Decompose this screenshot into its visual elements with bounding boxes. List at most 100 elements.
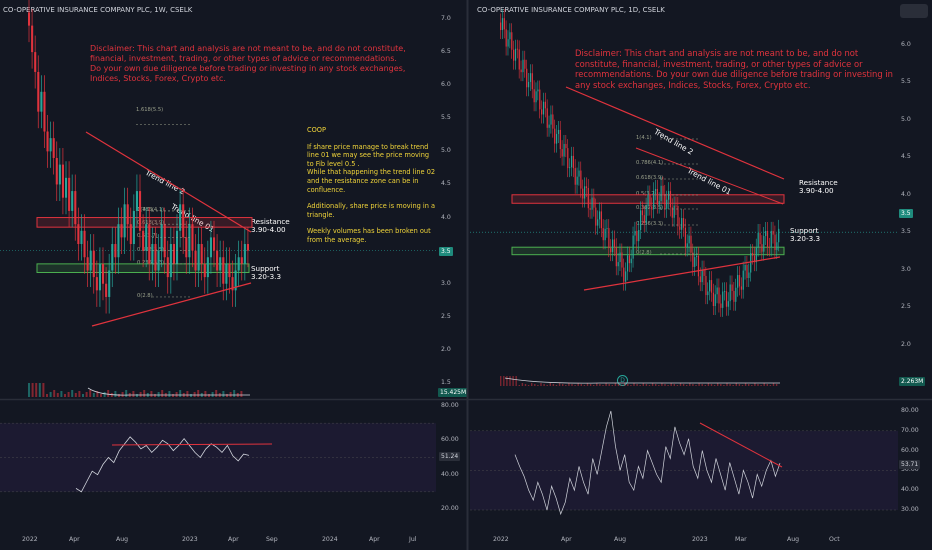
left-resistance-title: Resistance — [251, 217, 290, 226]
left-candle — [108, 270, 111, 297]
left-candle — [166, 257, 169, 278]
left-candle — [243, 244, 246, 264]
left-rsi-line — [75, 436, 250, 493]
left-price-tick: 2.5 — [441, 312, 451, 320]
right-volume-bar — [704, 385, 706, 386]
right-volume-bar — [655, 384, 657, 386]
right-candle — [561, 149, 563, 157]
left-resistance-zone — [36, 217, 253, 228]
left-candle — [179, 204, 182, 231]
left-candle — [225, 263, 228, 284]
right-candle — [574, 168, 576, 185]
right-price-tick: 5.5 — [901, 78, 911, 86]
left-rsi-tick: 80.00 — [441, 402, 459, 409]
right-price-tick: 6.0 — [901, 41, 911, 48]
note-p3: Additionally, share price is moving in a… — [307, 202, 436, 219]
left-candle — [132, 210, 135, 245]
left-candle — [52, 138, 55, 158]
left-volume-bar — [92, 393, 95, 397]
left-support-range: 3.20-3.3 — [251, 272, 282, 282]
right-volume-bar — [515, 376, 517, 386]
left-volume-bar — [136, 394, 138, 397]
left-candle — [222, 257, 225, 284]
right-candle — [565, 143, 567, 149]
left-candle — [80, 230, 83, 245]
right-candle — [770, 230, 772, 248]
event-marker-icon[interactable]: D — [617, 375, 628, 386]
right-candle — [595, 207, 597, 226]
right-candle — [615, 247, 617, 267]
right-candle — [671, 207, 673, 218]
right-candle — [638, 230, 640, 242]
right-volume-bar — [754, 383, 756, 386]
left-volume-bar — [161, 390, 164, 397]
right-candle — [500, 22, 502, 31]
left-candle — [237, 257, 240, 271]
right-price-tick: 4.0 — [901, 190, 911, 198]
right-volume-bar — [676, 385, 679, 386]
right-candle — [520, 69, 522, 73]
right-volume-bar — [608, 384, 610, 386]
right-candle — [748, 272, 750, 279]
right-volume-bar — [707, 383, 710, 386]
left-candle — [246, 244, 249, 251]
right-candle — [722, 291, 724, 308]
right-candle — [640, 210, 642, 231]
right-disclaimer: Disclaimer: This chart and analysis are … — [575, 48, 893, 90]
left-candle — [117, 224, 120, 258]
right-rsi-tick: 70.00 — [901, 426, 919, 434]
right-volume-bar — [775, 384, 778, 386]
left-volume-bar — [208, 394, 210, 397]
right-candle — [556, 133, 558, 144]
left-time-tick: 2023 — [182, 536, 198, 543]
right-candle — [550, 114, 552, 125]
right-volume-bar — [658, 385, 660, 386]
right-candle — [666, 199, 668, 209]
left-candle — [191, 224, 194, 251]
right-candle — [716, 287, 718, 295]
right-volume-bar — [751, 385, 753, 386]
right-candle — [701, 269, 703, 283]
left-volume-bar — [150, 391, 153, 397]
right-candle — [628, 255, 630, 264]
right-volume-bar — [580, 384, 582, 386]
right-volume-bar — [574, 385, 576, 386]
left-volume-bar — [172, 394, 174, 397]
left-candle — [61, 164, 64, 198]
right-candle — [742, 270, 744, 290]
right-candle — [703, 269, 705, 276]
left-volume-bar — [64, 394, 66, 397]
left-rsi-value-badge: 51.24 — [439, 452, 461, 461]
left-candle — [194, 250, 197, 271]
right-time-tick: Aug — [787, 536, 800, 543]
right-candle — [610, 248, 612, 253]
right-candle — [766, 231, 769, 248]
right-candle — [526, 68, 528, 88]
left-trend-line-2 — [85, 131, 252, 233]
left-candle — [148, 224, 151, 264]
left-volume-bar — [121, 392, 124, 397]
chart-menu-button[interactable] — [900, 4, 928, 18]
right-volume-bar — [602, 385, 604, 386]
left-price-tick: 4.0 — [441, 213, 451, 221]
right-price-tick: 3.0 — [901, 265, 911, 273]
right-candle — [707, 291, 709, 296]
right-candle — [511, 32, 513, 50]
right-volume-bar — [710, 384, 713, 386]
left-volume-bar — [42, 383, 45, 397]
right-candle — [584, 186, 586, 199]
left-candle — [89, 250, 92, 271]
right-rsi-value-badge: 53.71 — [899, 460, 921, 469]
right-candle — [518, 49, 520, 70]
right-candle — [681, 218, 683, 230]
right-candle — [746, 264, 748, 279]
left-candle — [213, 237, 216, 251]
right-candle — [514, 48, 517, 61]
left-price-tick: 1.5 — [441, 379, 451, 386]
left-volume-bar — [143, 390, 146, 397]
left-candle — [129, 224, 132, 245]
right-volume-bar — [720, 384, 722, 386]
left-disclaimer: Disclaimer: This chart and analysis are … — [90, 44, 406, 83]
left-volume-bar — [233, 390, 236, 397]
